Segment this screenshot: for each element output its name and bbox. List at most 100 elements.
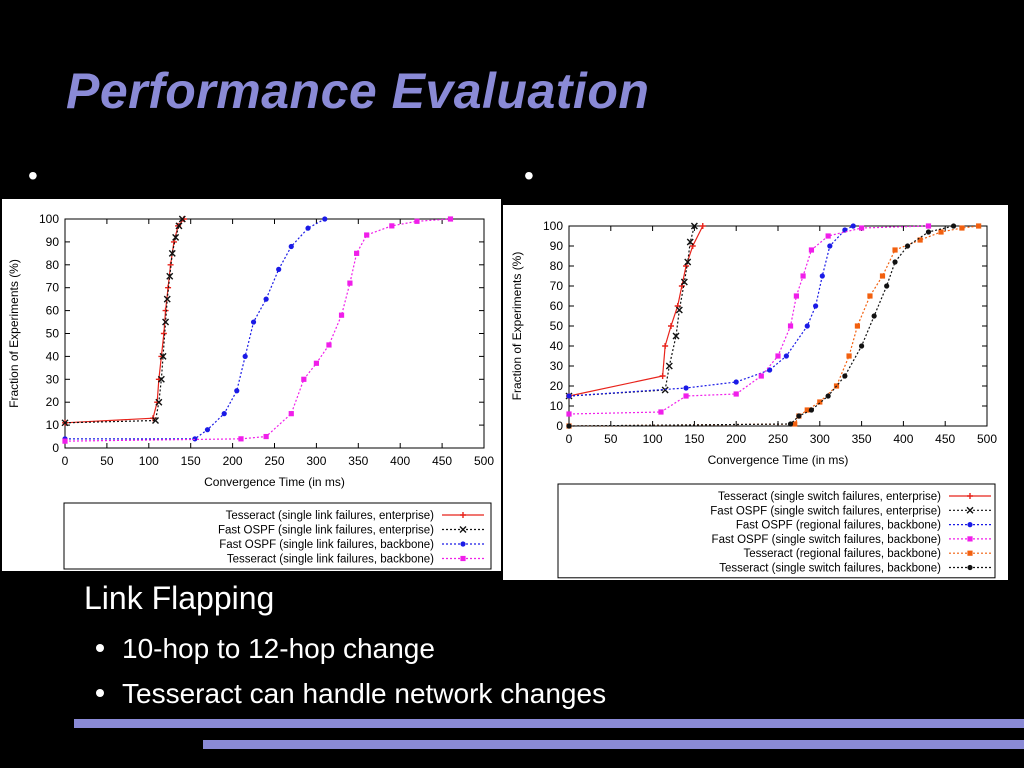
y-tick-label: 20 <box>550 379 564 393</box>
data-point <box>672 332 680 340</box>
data-point <box>793 293 799 299</box>
y-tick-label: 100 <box>39 212 59 226</box>
data-point <box>846 353 852 359</box>
x-tick-label: 500 <box>977 432 997 446</box>
data-point <box>313 360 319 366</box>
data-point <box>157 375 165 383</box>
x-tick-label: 50 <box>604 432 618 446</box>
decorative-bar-top <box>74 719 1024 728</box>
data-point <box>166 272 174 280</box>
data-point <box>825 233 831 239</box>
data-point <box>162 318 170 326</box>
data-point <box>967 522 973 528</box>
data-point <box>242 353 248 359</box>
y-axis-label: Fraction of Experiments (%) <box>7 259 21 408</box>
x-tick-label: 350 <box>348 454 368 468</box>
x-tick-label: 100 <box>139 454 159 468</box>
x-tick-label: 400 <box>390 454 410 468</box>
data-point <box>854 323 861 329</box>
x-tick-label: 500 <box>474 454 494 468</box>
data-point <box>879 273 886 279</box>
y-tick-label: 90 <box>46 235 60 249</box>
data-point <box>159 352 167 360</box>
data-point <box>871 313 877 319</box>
chart-left: 0 50 100 150 200 250 300 350 400 450 500 0 10 20 30 40 5… <box>7 212 494 570</box>
data-point <box>322 216 328 222</box>
data-point <box>683 393 689 399</box>
data-point <box>566 411 572 417</box>
data-point <box>967 564 973 571</box>
data-point <box>566 423 572 429</box>
data-point <box>827 243 833 249</box>
data-point <box>787 421 794 427</box>
data-point <box>783 353 789 359</box>
data-point <box>234 388 240 394</box>
slide-title: Performance Evaluation <box>66 63 650 119</box>
data-point <box>155 398 163 406</box>
list-item: Tesseract can handle network changes <box>96 678 606 710</box>
data-point <box>204 427 211 433</box>
series-line <box>64 218 451 442</box>
data-point <box>459 526 467 533</box>
data-point <box>800 273 806 279</box>
data-point <box>917 237 923 243</box>
data-point <box>665 362 673 370</box>
data-point <box>884 283 890 289</box>
x-tick-label: 50 <box>100 454 114 468</box>
data-point <box>859 225 865 231</box>
data-series <box>566 223 957 429</box>
y-tick-label: 60 <box>550 299 564 313</box>
x-axis-label: Convergence Time (in ms) <box>204 475 345 489</box>
data-point <box>842 373 848 379</box>
legend-label: Tesseract (single link failures, backbon… <box>227 554 434 566</box>
data-point <box>813 303 819 309</box>
legend-box <box>557 483 996 579</box>
y-tick-label: 80 <box>46 258 60 272</box>
data-point <box>767 367 773 373</box>
legend-label: Fast OSPF (single link failures, backbon… <box>219 539 434 551</box>
list-item-text: 10-hop to 12-hop change <box>122 633 435 664</box>
data-point <box>163 295 171 303</box>
data-point <box>263 296 269 302</box>
legend-label: Tesseract (single link failures, enterpr… <box>226 510 435 522</box>
x-tick-label: 250 <box>768 432 788 446</box>
plot-frame <box>64 218 485 449</box>
data-point <box>414 218 420 224</box>
data-point <box>967 536 973 542</box>
x-tick-label: 350 <box>852 432 872 446</box>
data-point <box>152 417 159 425</box>
data-point <box>804 323 810 329</box>
legend-label: Fast OSPF (regional failures, backbone) <box>736 520 941 532</box>
x-tick-label: 200 <box>223 454 243 468</box>
list-item-text: Tesseract can handle network changes <box>122 678 607 709</box>
data-point <box>925 223 932 229</box>
data-point <box>892 259 898 265</box>
data-series <box>566 223 706 399</box>
data-point <box>667 323 674 329</box>
data-point <box>684 258 692 266</box>
chart-left-panel: 0 50 100 150 200 250 300 350 400 450 500 0 10 20 30 40 5… <box>2 199 501 571</box>
data-point <box>288 243 294 250</box>
data-point <box>690 222 698 230</box>
data-point <box>808 407 815 413</box>
data-point <box>850 223 856 229</box>
data-point <box>925 229 932 235</box>
data-point <box>686 238 694 246</box>
data-point <box>967 550 973 556</box>
data-point <box>326 342 332 348</box>
data-point <box>658 409 664 415</box>
data-point <box>959 225 965 231</box>
data-point <box>364 232 370 238</box>
y-tick-label: 30 <box>46 372 60 386</box>
series-line <box>64 218 183 424</box>
data-point <box>733 379 739 385</box>
data-point <box>178 215 186 223</box>
data-series <box>62 216 454 444</box>
data-point <box>160 330 167 337</box>
x-tick-label: 450 <box>935 432 955 446</box>
y-tick-label: 70 <box>46 281 60 295</box>
data-point <box>817 399 823 405</box>
data-point <box>175 222 183 230</box>
data-point <box>938 229 944 235</box>
decorative-bar-bottom <box>203 740 1024 749</box>
